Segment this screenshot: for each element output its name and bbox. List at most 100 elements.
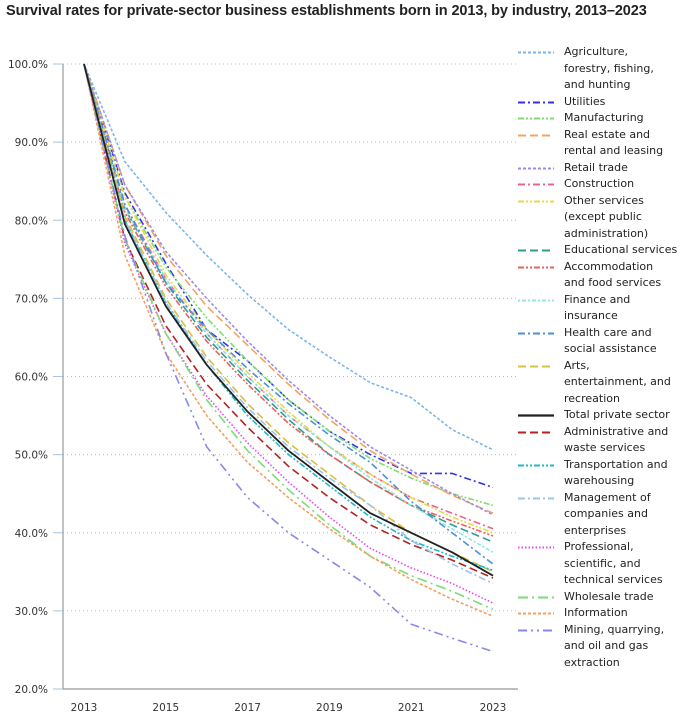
- legend-label-line: (except public: [564, 210, 642, 223]
- legend-label-line: social assistance: [564, 342, 657, 355]
- legend-swatch: [518, 464, 554, 466]
- legend-swatch: [518, 596, 554, 598]
- legend-label: Retail trade: [564, 160, 685, 177]
- legend-item: Educational services: [516, 242, 685, 259]
- legend-swatch: [518, 200, 554, 202]
- legend-swatch: [518, 497, 554, 499]
- legend-swatch: [518, 183, 554, 186]
- legend-item: Real estate and rental and leasing: [516, 127, 685, 160]
- legend-label: Real estate and rental and leasing: [564, 127, 685, 160]
- legend-label: Total private sector: [564, 407, 685, 424]
- series-line-agriculture-forestry-fishing-and-hunting: [83, 63, 494, 451]
- legend-swatch: [518, 117, 554, 120]
- legend-swatch: [518, 134, 554, 136]
- legend-label: Other services (except public administrati…: [564, 193, 685, 243]
- legend-label: Accommodation and food services: [564, 259, 685, 292]
- x-tick-label: 2015: [152, 702, 179, 714]
- y-axis-ticks: 20.0% 30.0% 40.0% 50.0% 60.0% 70.0% 80.0% 90.0%…: [8, 59, 63, 696]
- legend-label-line: enterprises: [564, 523, 627, 537]
- legend-label-line: Administrative and: [564, 424, 669, 438]
- legend-label-line: recreation: [564, 391, 620, 405]
- legend-item: Arts, entertainment, and recreation: [516, 358, 685, 408]
- legend-label-line: Agriculture,: [564, 45, 628, 58]
- legend-label-line: companies and: [564, 507, 648, 520]
- x-tick-label: 2017: [234, 702, 261, 714]
- legend-label: Health care and social assistance: [564, 325, 685, 358]
- legend-label: Educational services: [564, 242, 685, 259]
- series-line-mining-quarrying-and-oil-and-gas-extraction: [83, 63, 494, 653]
- legend-label-line: Total private sector: [564, 408, 670, 421]
- legend-label-line: Health care and: [564, 325, 652, 339]
- legend-label-line: entertainment, and: [564, 375, 671, 388]
- legend-label-line: Professional,: [564, 540, 634, 553]
- legend-label: Construction: [564, 176, 685, 193]
- legend-label: Transportation and warehousing: [564, 457, 685, 490]
- legend-item: Accommodation and food services: [516, 259, 685, 292]
- legend-swatch: [518, 332, 554, 334]
- series-line-other-services-except-public-administration: [83, 63, 494, 534]
- legend-label-line: Management of: [564, 490, 651, 504]
- legend-label: Manufacturing: [564, 110, 685, 127]
- series-lines: [83, 63, 494, 653]
- legend-item: Manufacturing: [516, 110, 685, 127]
- legend-label-line: and oil and gas: [564, 639, 649, 652]
- x-tick-label: 2021: [398, 702, 425, 714]
- series-line-real-estate-and-rental-and-leasing: [83, 63, 494, 514]
- legend-swatch: [518, 629, 554, 631]
- series-line-retail-trade: [83, 63, 494, 516]
- series-line-finance-and-insurance: [83, 63, 494, 553]
- legend-label-line: Transportation and: [564, 457, 668, 471]
- x-tick-label: 2013: [71, 702, 98, 714]
- legend-label: Agriculture, forestry, fishing, and huntin…: [564, 44, 685, 94]
- legend-swatch: [518, 101, 554, 103]
- legend-swatch: [518, 612, 554, 615]
- legend-swatch: [518, 249, 554, 252]
- legend-item: Agriculture, forestry, fishing, and huntin…: [516, 44, 685, 94]
- legend-label-line: Educational services: [564, 243, 678, 256]
- legend-item: Administrative and waste services: [516, 424, 685, 457]
- y-tick-label: 30.0%: [15, 606, 48, 618]
- x-tick-label: 2019: [316, 702, 343, 714]
- y-tick-label: 40.0%: [15, 528, 48, 540]
- y-tick-label: 50.0%: [15, 450, 48, 462]
- legend-label: Professional, scientific, and technical se…: [564, 539, 685, 589]
- series-line-total-private-sector: [83, 63, 494, 577]
- legend-item: Utilities: [516, 94, 685, 111]
- legend-item: Information: [516, 605, 685, 622]
- y-tick-label: 80.0%: [15, 215, 48, 227]
- legend-label-line: technical services: [564, 573, 663, 586]
- legend-label-line: Finance and: [564, 292, 631, 306]
- series-line-health-care-and-social-assistance: [83, 63, 494, 565]
- legend-item: Wholesale trade: [516, 589, 685, 606]
- legend-item: Total private sector: [516, 407, 685, 424]
- legend-item: Mining, quarrying, and oil and gas extract…: [516, 622, 685, 672]
- legend-swatch: [518, 431, 554, 433]
- legend-swatch: [518, 167, 554, 169]
- y-tick-label: 100.0%: [8, 59, 48, 71]
- legend-label-line: Retail trade: [564, 160, 628, 174]
- chart-title: Survival rates for private-sector busine…: [6, 3, 647, 19]
- legend-label-line: and food services: [564, 276, 662, 289]
- legend-swatch: [518, 546, 554, 549]
- legend-item: Management of companies and enterprises: [516, 490, 685, 540]
- legend-item: Construction: [516, 176, 685, 193]
- legend-label-line: Arts,: [564, 358, 590, 372]
- legend-label-line: Information: [564, 606, 628, 619]
- legend-label: Information: [564, 605, 685, 622]
- legend-swatch: [518, 365, 554, 367]
- legend-label-line: Mining, quarrying,: [564, 622, 665, 636]
- legend-label-line: Other services: [564, 193, 644, 207]
- legend-item: Retail trade: [516, 160, 685, 177]
- legend-swatch: [518, 51, 554, 54]
- legend-label-line: administration): [564, 226, 649, 240]
- legend-swatch: [518, 299, 554, 301]
- legend-label-line: Real estate and: [564, 127, 651, 141]
- legend-item: Professional, scientific, and technical se…: [516, 539, 685, 589]
- legend-item: Finance and insurance: [516, 292, 685, 325]
- x-tick-label: 2023: [480, 702, 507, 714]
- legend: Agriculture, forestry, fishing, and huntin…: [516, 44, 685, 671]
- legend-label: Wholesale trade: [564, 589, 685, 606]
- legend-label-line: Construction: [564, 177, 635, 190]
- y-tick-label: 20.0%: [15, 684, 48, 696]
